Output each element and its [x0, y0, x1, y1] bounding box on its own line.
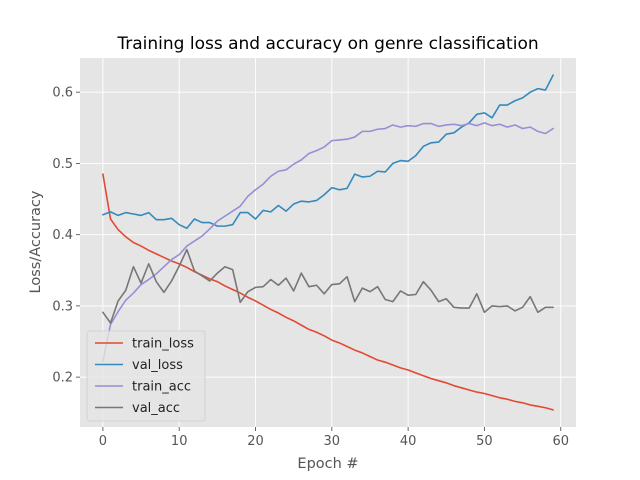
y-tick-label: 0.2 — [52, 371, 73, 386]
x-tick-label: 50 — [476, 434, 493, 449]
legend: train_loss val_loss train_acc val_acc — [86, 330, 206, 422]
series-line-val-acc — [102, 248, 554, 324]
y-tick-label: 0.4 — [52, 228, 73, 243]
x-tick-label: 40 — [400, 434, 417, 449]
y-tick-label: 0.3 — [52, 299, 73, 314]
y-tick-label: 0.6 — [52, 86, 73, 101]
chart-title: Training loss and accuracy on genre clas… — [116, 34, 538, 54]
x-tick-label: 20 — [247, 434, 264, 449]
legend-label-val-acc: val_acc — [132, 401, 180, 416]
y-axis-title: Loss/Accuracy — [28, 190, 44, 293]
series-line-train-acc — [102, 122, 554, 363]
series-line-train-loss — [102, 173, 554, 411]
axis-ticks: 0 10 20 30 40 50 60 0.2 0.3 0.4 0.5 0.6 — [52, 86, 569, 449]
y-tick-label: 0.5 — [52, 157, 73, 172]
series-line-val-loss — [102, 74, 554, 230]
legend-label-train-acc: train_acc — [132, 380, 191, 395]
x-tick-label: 0 — [99, 434, 107, 449]
x-tick-label: 30 — [324, 434, 341, 449]
legend-label-val-loss: val_loss — [132, 358, 183, 373]
x-axis-title: Epoch # — [297, 456, 358, 472]
x-tick-label: 10 — [171, 434, 188, 449]
x-tick-label: 60 — [552, 434, 569, 449]
series-lines — [102, 74, 554, 411]
legend-box — [86, 330, 206, 422]
legend-label-train-loss: train_loss — [132, 337, 194, 352]
